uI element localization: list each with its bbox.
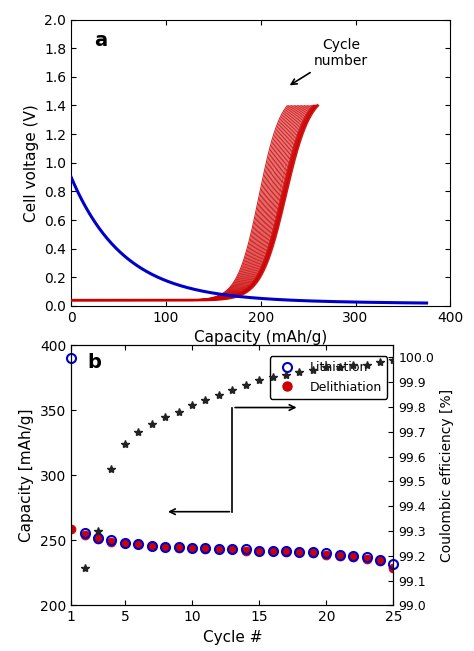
Text: a: a [94,31,107,50]
Y-axis label: Coulombic efficiency [%]: Coulombic efficiency [%] [440,389,454,562]
Text: b: b [87,353,101,372]
Y-axis label: Capacity [mAh/g]: Capacity [mAh/g] [19,408,35,542]
Text: Cycle
number: Cycle number [291,38,368,85]
Y-axis label: Cell voltage (V): Cell voltage (V) [24,104,38,221]
X-axis label: Capacity (mAh/g): Capacity (mAh/g) [194,331,328,346]
X-axis label: Cycle #: Cycle # [202,630,262,645]
Legend: Lithiation, Delithiation: Lithiation, Delithiation [270,357,387,399]
